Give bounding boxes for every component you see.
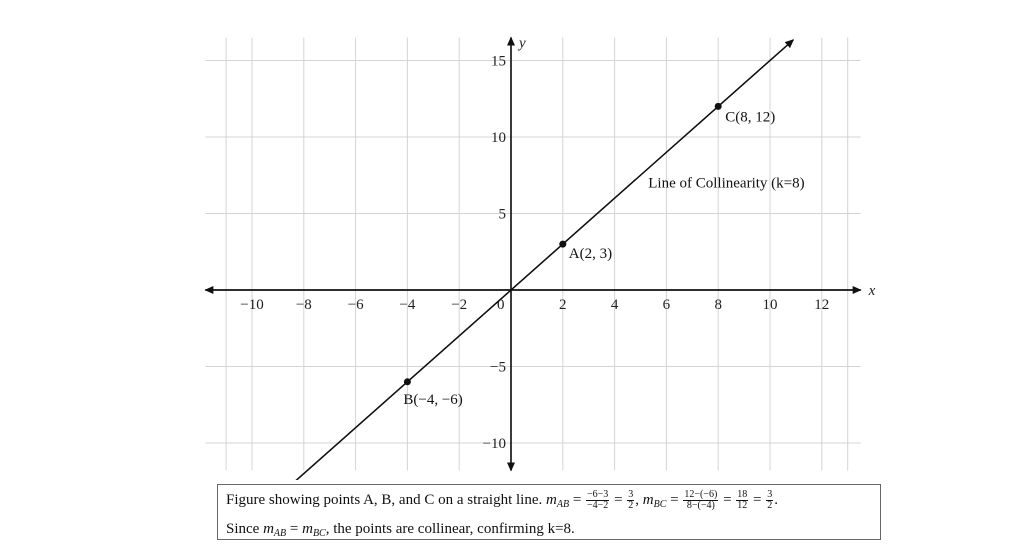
slope-ab-symbol: m: [263, 521, 274, 537]
point-c: [714, 102, 722, 110]
equals-sign: =: [723, 492, 732, 508]
slope-bc-symbol: m: [642, 492, 654, 508]
caption-intro: Figure showing points A, B, and C on a s…: [226, 492, 543, 508]
slope-ab-symbol: m: [546, 492, 557, 508]
slope-bc-simplified: 18 12: [736, 489, 749, 512]
x-tick-label: 8: [714, 297, 722, 313]
x-tick-label: 6: [663, 297, 671, 313]
fraction-numerator: 3: [627, 489, 635, 502]
caption-conclusion: , the points are collinear, confirming k…: [325, 521, 575, 537]
slope-bc-subscript: BC: [653, 499, 667, 510]
equals-sign: =: [572, 492, 582, 508]
point-label-a: A(2, 3): [569, 246, 612, 262]
x-tick-label: −10: [240, 297, 263, 313]
slope-bc-numerator: 12−(−6): [683, 489, 719, 502]
equals-sign: =: [614, 492, 623, 508]
fraction-numerator: 18: [736, 489, 749, 502]
tick-labels: −10 −8 −6 −4 −2 0 2 4 6 8 10 12 −10 −5 5 10 15: [240, 54, 829, 453]
point-b: [403, 378, 411, 386]
grid: [205, 37, 861, 471]
x-tick-label: 2: [559, 297, 567, 313]
equals-sign: =: [670, 492, 679, 508]
fraction-denominator: 12: [737, 500, 748, 512]
slope-ab-numerator: −6−3: [586, 489, 610, 502]
y-tick-label: 15: [491, 54, 506, 70]
x-axis-label: x: [868, 283, 876, 299]
y-tick-label: 10: [491, 130, 506, 146]
point-a: [559, 240, 567, 248]
y-tick-label: −10: [483, 436, 506, 452]
line-label: Line of Collinearity (k=8): [648, 175, 804, 191]
points: A(2, 3) B(−4, −6) C(8, 12): [403, 102, 775, 408]
point-label-c: C(8, 12): [725, 109, 775, 125]
x-tick-label: −2: [451, 297, 467, 313]
equals-sign: =: [289, 521, 299, 537]
x-tick-label: −8: [296, 297, 312, 313]
slope-ab-subscript: AB: [556, 499, 570, 510]
axes: xy: [204, 36, 876, 472]
slope-bc-subscript: BC: [312, 528, 326, 539]
y-tick-label: 5: [499, 207, 507, 223]
fraction-denominator: 2: [628, 500, 634, 512]
caption-line-1: Figure showing points A, B, and C on a s…: [226, 488, 872, 517]
caption-since: Since: [226, 521, 260, 537]
x-tick-label: −4: [399, 297, 415, 313]
point-label-b: B(−4, −6): [403, 392, 462, 408]
comma: ,: [635, 492, 640, 508]
fraction-numerator: 3: [766, 489, 774, 502]
caption-line-2: Since mAB = mBC, the points are collinea…: [226, 517, 872, 546]
x-tick-label: 10: [763, 297, 778, 313]
slope-bc-fraction: 12−(−6) 8−(−4): [683, 489, 719, 512]
slope-ab-denominator: −4−2: [587, 500, 609, 512]
x-tick-label: 12: [814, 297, 829, 313]
slope-bc-symbol: m: [302, 521, 313, 537]
y-axis-label: y: [517, 36, 526, 52]
equals-sign: =: [753, 492, 762, 508]
slope-ab-subscript: AB: [273, 528, 287, 539]
x-tick-label: 0: [497, 297, 505, 313]
period: .: [774, 492, 779, 508]
x-tick-label: 4: [611, 297, 619, 313]
series: Line of Collinearity (k=8): [295, 39, 805, 480]
y-tick-label: −5: [490, 360, 506, 376]
fraction-denominator: 2: [767, 500, 773, 512]
slope-ab-fraction: −6−3 −4−2: [586, 489, 610, 512]
figure-caption: Figure showing points A, B, and C on a s…: [217, 484, 881, 540]
collinear-line: [295, 39, 795, 480]
slope-bc-denominator: 8−(−4): [686, 500, 715, 512]
x-tick-label: −6: [348, 297, 364, 313]
